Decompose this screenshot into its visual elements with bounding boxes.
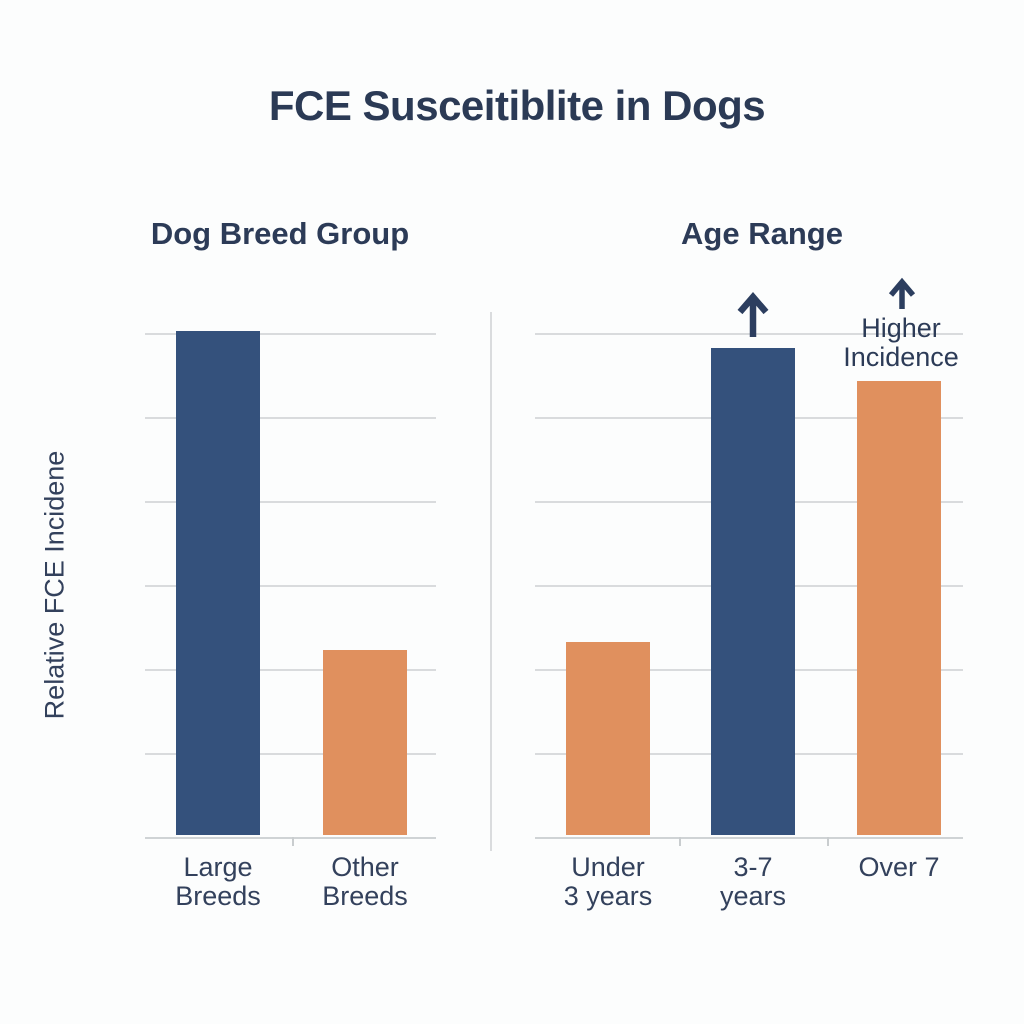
x-label-large-breeds: Large Breeds: [175, 853, 261, 911]
y-axis-label: Relative FCE Incidene: [39, 450, 70, 720]
x-axis-tick: [292, 837, 294, 846]
bar-large-breeds: [176, 331, 260, 835]
gridline: [145, 585, 436, 587]
up-arrow-icon: [888, 277, 916, 309]
x-axis-tick: [827, 837, 829, 846]
plot-age-range: Under 3 years 3-7 years Over 7: [535, 333, 963, 911]
higher-incidence-annotation: Higher Incidence: [843, 314, 959, 372]
bar-other-breeds: [323, 650, 407, 835]
x-label-line: 3 years: [563, 881, 653, 911]
panel-divider-line: [490, 312, 492, 851]
bar-over-7: [857, 381, 941, 835]
plot-breed-group: Large Breeds Other Breeds: [145, 331, 436, 911]
gridline: [145, 333, 436, 335]
x-label-line: 3-7: [733, 852, 773, 882]
bar-under-3-years: [566, 642, 650, 835]
x-label-line: Other: [331, 852, 399, 882]
gridline: [535, 333, 963, 335]
annotation-line-1: Higher: [861, 313, 941, 343]
x-label-line: Under: [571, 852, 645, 882]
gridline: [145, 417, 436, 419]
x-label-line: Breeds: [175, 881, 261, 911]
x-axis-baseline: [535, 837, 963, 839]
x-axis-tick: [679, 837, 681, 846]
x-label-over-7: Over 7: [858, 853, 939, 882]
x-label-line: Over 7: [858, 852, 940, 882]
x-label-other-breeds: Other Breeds: [322, 853, 408, 911]
bar-3-7-years: [711, 348, 795, 835]
panel-title-breed-group: Dog Breed Group: [150, 216, 410, 251]
chart-title: FCE Susceitiblite in Dogs: [268, 82, 766, 129]
x-label-3-7-years: 3-7 years: [720, 853, 786, 911]
panel-title-age-range: Age Range: [681, 216, 843, 251]
gridline: [145, 669, 436, 671]
gridline: [145, 753, 436, 755]
x-axis-baseline: [145, 837, 436, 839]
x-label-line: Large: [183, 852, 253, 882]
gridline: [145, 501, 436, 503]
x-label-under-3-years: Under 3 years: [564, 853, 653, 911]
x-label-line: years: [719, 881, 787, 911]
x-label-line: Breeds: [322, 881, 408, 911]
up-arrow-icon: [737, 292, 769, 337]
annotation-line-2: Incidence: [843, 342, 959, 372]
